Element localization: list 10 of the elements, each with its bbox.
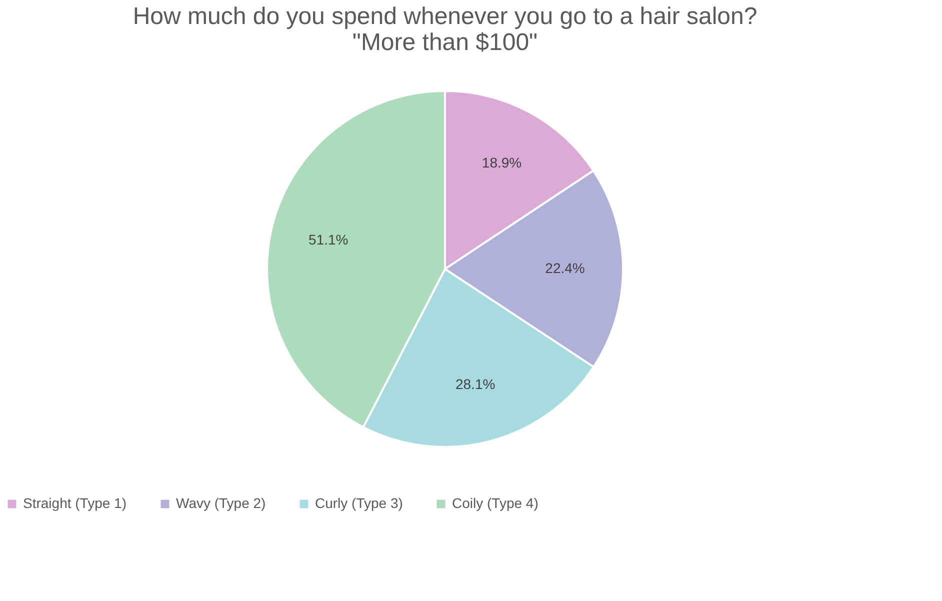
legend-label: Wavy (Type 2) [176, 495, 266, 511]
data-label: 51.1% [308, 232, 348, 248]
text: "More than $100" [352, 29, 538, 56]
legend-label: Curly (Type 3) [315, 495, 403, 511]
data-label: 28.1% [455, 376, 496, 392]
data-label: 18.9% [482, 154, 522, 170]
data-label: 22.4% [545, 260, 585, 276]
text: How much do you spend whenever you go to a hair salon? [132, 3, 758, 30]
legend-label: Coily (Type 4) [452, 495, 538, 511]
legend-label: Straight (Type 1) [23, 495, 126, 511]
